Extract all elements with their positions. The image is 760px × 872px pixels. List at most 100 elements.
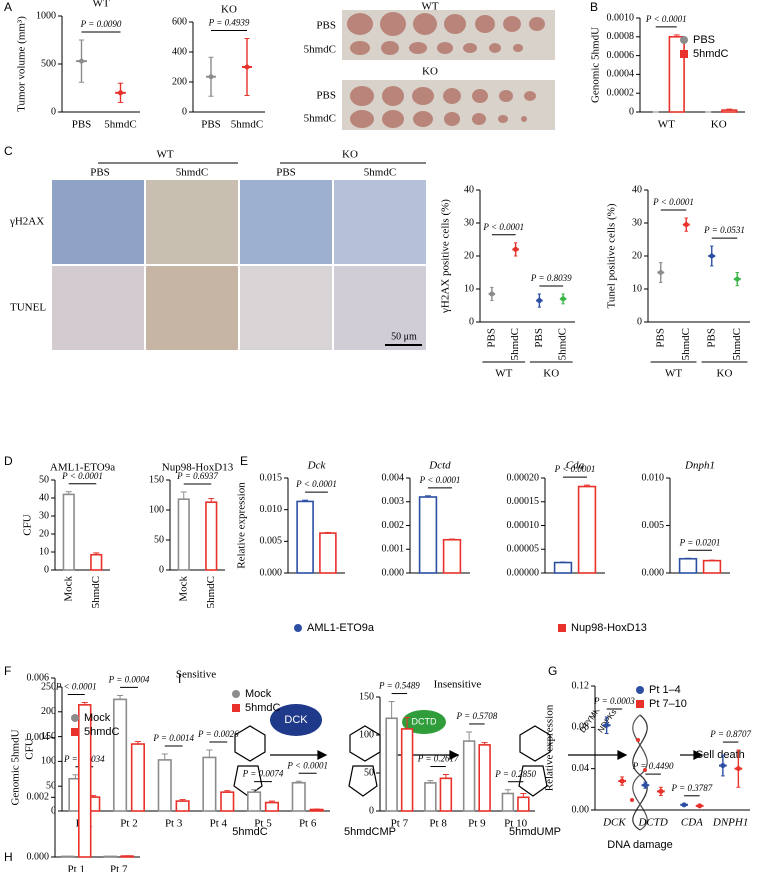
panel-label: I xyxy=(178,672,181,686)
p-value: P = 0.6937 xyxy=(176,471,218,481)
y-tick-label: 0.0008 xyxy=(607,31,635,42)
y-tick-label: 0 xyxy=(629,106,634,117)
image-column: PBS xyxy=(90,167,110,179)
panel-label: E xyxy=(240,454,248,468)
legend-marker xyxy=(680,50,688,58)
compound: 5hmdC xyxy=(232,826,268,838)
y-tick-label: 0.000 xyxy=(27,851,50,862)
bar xyxy=(400,728,414,812)
panel-title: KO xyxy=(221,4,237,16)
image-group: WT xyxy=(156,149,173,161)
x-tick-label: Pt 9 xyxy=(468,818,486,830)
x-tick-label: Pt 7 xyxy=(391,818,409,830)
point xyxy=(683,222,689,228)
p-value: P = 0.0026 xyxy=(197,729,239,739)
bar xyxy=(553,561,573,574)
p-value: P = 0.0004 xyxy=(108,674,150,684)
y-tick-label: 0.005 xyxy=(260,536,283,547)
x-tick-label: 5hmdC xyxy=(680,328,692,360)
p-value: P = 0.2850 xyxy=(494,769,536,779)
y-tick-label: 150 xyxy=(41,731,56,742)
x-tick-label: Pt 3 xyxy=(165,818,183,830)
panel-label: G xyxy=(548,664,557,678)
y-tick-label: 1000 xyxy=(36,10,56,21)
y-tick-label: 0.000 xyxy=(642,567,665,578)
y-axis-label: Tumor volume (mm³) xyxy=(16,16,28,112)
y-tick-label: 0.004 xyxy=(27,732,50,743)
y-tick-label: 10 xyxy=(464,283,474,294)
point xyxy=(658,788,664,794)
p-value: P = 0.5489 xyxy=(378,681,420,691)
x-tick-label: Pt 6 xyxy=(299,818,317,830)
x-tick-label: Pt 2 xyxy=(120,818,137,830)
y-tick-label: 0 xyxy=(637,316,642,327)
y-axis-label: Genomic 5hmdU xyxy=(10,729,22,805)
x-tick-label: Pt 4 xyxy=(210,818,228,830)
photo-row: 5hmdC xyxy=(304,44,336,56)
y-axis-label: CFU xyxy=(22,514,34,535)
y-tick-label: 0.0004 xyxy=(607,69,635,80)
x-tick-label: Mock xyxy=(62,576,74,602)
x-tick-label: DCTD xyxy=(637,817,667,829)
bar xyxy=(418,496,438,574)
bar xyxy=(205,501,218,571)
panel-label: H xyxy=(4,850,13,864)
scale-bar: 50 μm xyxy=(391,331,417,342)
p-value: P = 0.4490 xyxy=(632,761,674,771)
point xyxy=(244,64,250,70)
y-tick-label: 0 xyxy=(369,805,374,816)
point xyxy=(681,802,687,808)
y-tick-label: 0.00020 xyxy=(507,472,540,483)
image-column: 5hmdC xyxy=(176,167,208,179)
p-value: P = 0.8039 xyxy=(530,273,572,283)
y-tick-label: 0.002 xyxy=(27,792,50,803)
bar xyxy=(296,500,314,574)
x-tick-label: WT xyxy=(658,119,675,131)
point xyxy=(720,763,726,769)
photo-row: 5hmdC xyxy=(304,113,336,125)
y-tick-label: 0.010 xyxy=(260,504,283,515)
panel-title: Cda xyxy=(566,460,585,472)
x-tick-label: DNPH1 xyxy=(712,817,748,829)
y-tick-label: 0.08 xyxy=(572,722,590,733)
y-tick-label: 20 xyxy=(464,250,474,261)
y-axis-label: Relative expression xyxy=(236,482,248,569)
compound: 5hmdCMP xyxy=(344,826,396,838)
stain-images xyxy=(52,162,426,350)
y-tick-label: 150 xyxy=(359,691,374,702)
bar xyxy=(668,35,685,113)
y-axis-label: Tunel positive cells (%) xyxy=(606,203,618,308)
point xyxy=(658,270,664,275)
x-tick-label: 5hmdC xyxy=(104,119,136,131)
bar xyxy=(385,717,398,812)
group-label: KO xyxy=(543,368,559,380)
panel-label: F xyxy=(4,664,11,678)
y-tick-label: 40 xyxy=(464,184,474,195)
y-tick-label: 0.010 xyxy=(642,472,665,483)
x-tick-label: 5hmdC xyxy=(205,576,217,608)
bar xyxy=(62,493,75,571)
panel-label: C xyxy=(4,144,13,158)
y-tick-label: 50 xyxy=(154,534,164,545)
panel-title: Nup98-HoxD13 xyxy=(162,462,234,474)
y-tick-label: 30 xyxy=(39,510,49,521)
y-tick-label: 400 xyxy=(172,46,187,57)
y-tick-label: 10 xyxy=(39,546,49,557)
point xyxy=(735,766,741,772)
y-tick-label: 0.000 xyxy=(260,567,283,578)
point xyxy=(697,803,703,809)
y-tick-label: 0.00010 xyxy=(507,520,540,531)
y-tick-label: 0.0006 xyxy=(607,50,635,61)
enzyme: DCTD xyxy=(412,716,437,726)
p-value: P = 0.0531 xyxy=(703,225,745,235)
legend-label: 5hmdC xyxy=(245,702,281,714)
legend-marker xyxy=(71,714,79,722)
x-tick-label: CDA xyxy=(681,817,703,829)
x-tick-label: Mock xyxy=(177,576,189,602)
point xyxy=(619,778,625,784)
bar xyxy=(220,791,235,812)
point xyxy=(79,58,84,64)
image-row: TUNEL xyxy=(10,302,46,314)
panel-title: WT xyxy=(92,0,109,10)
p-value: P < 0.0001 xyxy=(645,14,687,24)
